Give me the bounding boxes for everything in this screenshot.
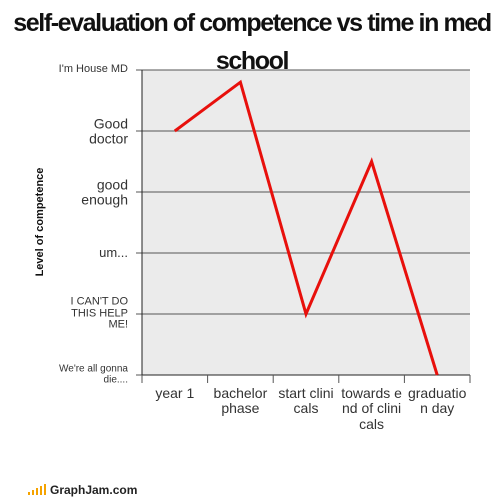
- chart-title: self-evaluation of competence vs time in…: [13, 9, 492, 75]
- y-axis-label: Level of competence: [34, 167, 46, 277]
- x-tick-label: bachelor phase: [213, 385, 268, 417]
- y-tick-label: um...: [99, 245, 128, 261]
- x-tick-label: towards end of clinicals: [341, 385, 402, 432]
- x-tick-label: start clinicals: [278, 385, 334, 417]
- y-tick-label: We're all gonna die....: [59, 363, 128, 385]
- y-tick-label: I'm House MD: [58, 63, 128, 76]
- y-tick-label: I CAN'T DO THIS HELP ME!: [70, 295, 128, 331]
- y-tick-label: good enough: [81, 176, 128, 207]
- x-tick-label: graduation day: [407, 385, 467, 417]
- footer: GraphJam.com: [50, 483, 138, 497]
- logo-icon: [28, 484, 46, 495]
- data-line: [173, 79, 439, 376]
- y-tick-label: Good doctor: [89, 115, 128, 146]
- plot-area: [142, 70, 470, 375]
- x-tick-label: year 1: [155, 385, 195, 401]
